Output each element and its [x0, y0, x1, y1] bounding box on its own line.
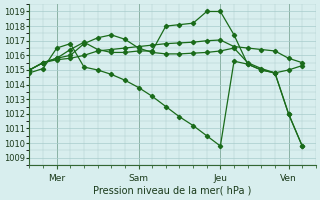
X-axis label: Pression niveau de la mer( hPa ): Pression niveau de la mer( hPa )	[93, 186, 252, 196]
